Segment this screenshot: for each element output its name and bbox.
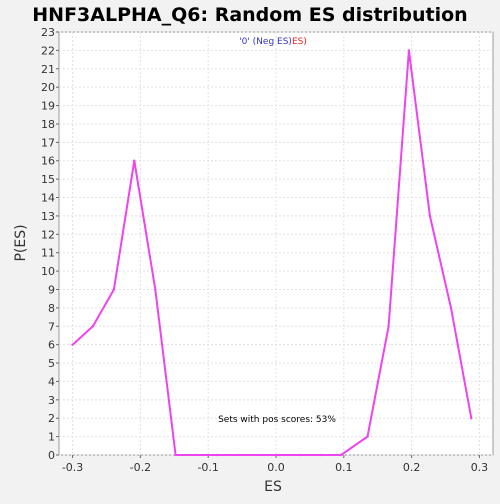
y-tick-label: 11 xyxy=(41,247,55,260)
y-tick-label: 12 xyxy=(41,228,55,241)
x-tick-label: -0.2 xyxy=(130,461,151,474)
y-tick-label: 3 xyxy=(48,394,55,407)
chart-title: HNF3ALPHA_Q6: Random ES distribution xyxy=(32,4,467,26)
y-tick-label: 7 xyxy=(48,320,55,333)
subtitle-pos: ES) xyxy=(292,37,307,47)
y-tick-label: 14 xyxy=(41,192,55,205)
data-point xyxy=(298,453,301,457)
y-tick-label: 5 xyxy=(48,357,55,370)
data-point xyxy=(387,325,390,328)
y-tick-label: 17 xyxy=(41,136,55,149)
y-tick-label: 22 xyxy=(41,44,55,57)
series-line xyxy=(71,50,473,456)
y-tick-label: 4 xyxy=(48,375,55,388)
data-point xyxy=(428,214,432,218)
x-tick-label: 0.2 xyxy=(403,461,421,474)
y-tick-label: 1 xyxy=(48,431,55,444)
plot-area xyxy=(58,31,494,456)
data-point xyxy=(407,49,411,52)
data-point xyxy=(112,288,116,291)
y-tick-label: 13 xyxy=(41,210,55,223)
x-axis-ticks: -0.3 -0.2 -0.1 0.0 0.1 0.2 0.3 xyxy=(62,455,488,474)
data-point xyxy=(449,306,453,310)
subtitle-neg: '0' (Neg ES) xyxy=(239,37,292,47)
y-tick-label: 6 xyxy=(48,339,55,352)
data-point xyxy=(236,453,240,457)
series-layer xyxy=(71,49,473,457)
y-tick-label: 20 xyxy=(41,81,55,94)
grid xyxy=(59,31,493,456)
y-tick-label: 8 xyxy=(48,302,55,315)
data-point xyxy=(154,288,157,291)
y-tick-label: 2 xyxy=(48,412,55,425)
data-point xyxy=(91,325,95,328)
y-tick-label: 16 xyxy=(41,155,55,168)
data-point xyxy=(339,453,343,457)
data-point xyxy=(195,453,198,457)
x-tick-label: -0.1 xyxy=(197,461,218,474)
x-tick-label: -0.3 xyxy=(62,461,83,474)
data-point xyxy=(470,417,473,420)
data-point xyxy=(257,453,260,457)
x-tick-label: 0.3 xyxy=(471,461,489,474)
chart-subtitle: '0' (Neg ES)ES) xyxy=(239,37,307,47)
data-point xyxy=(133,159,136,162)
data-point xyxy=(215,453,219,457)
y-tick-label: 21 xyxy=(41,63,55,76)
x-axis-label: ES xyxy=(264,479,282,495)
y-tick-label: 18 xyxy=(41,118,55,131)
x-tick-label: 0.0 xyxy=(267,461,285,474)
x-tick-label: 0.1 xyxy=(335,461,353,474)
y-tick-label: 19 xyxy=(41,100,55,113)
annotation-pos-scores: Sets with pos scores: 53% xyxy=(218,415,336,425)
data-point xyxy=(174,453,177,457)
y-tick-label: 9 xyxy=(48,283,55,296)
data-point xyxy=(71,343,74,346)
y-tick-label: 0 xyxy=(48,449,55,462)
data-point xyxy=(319,453,322,457)
data-point xyxy=(366,435,369,438)
y-tick-label: 10 xyxy=(41,265,55,278)
data-point xyxy=(278,453,281,457)
y-axis-label: P(ES) xyxy=(13,224,29,261)
y-tick-label: 15 xyxy=(41,173,55,186)
y-tick-label: 23 xyxy=(41,26,55,39)
